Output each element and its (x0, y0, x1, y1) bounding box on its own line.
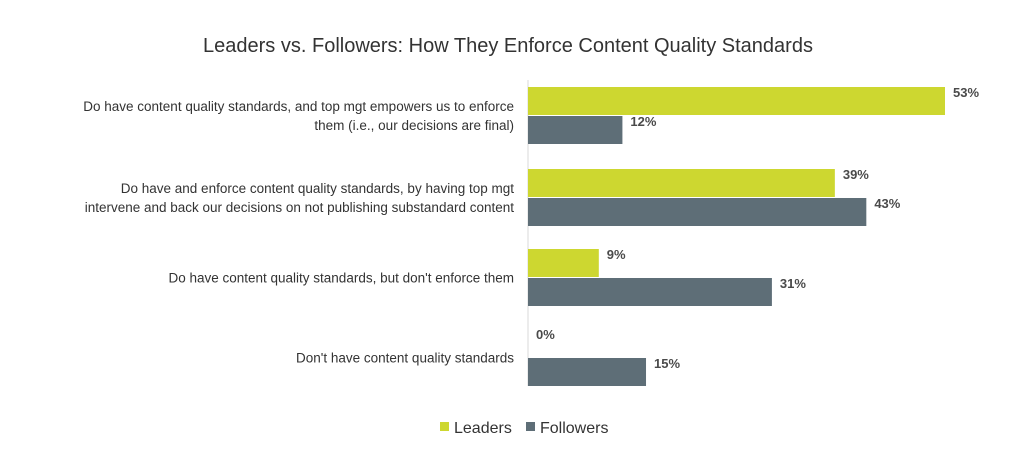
legend-swatch-followers (526, 422, 535, 431)
bar-followers (528, 198, 867, 226)
legend-swatch-leaders (440, 422, 449, 431)
data-label: 12% (630, 114, 656, 129)
bar-leaders (528, 87, 945, 115)
legend-label-leaders: Leaders (454, 420, 512, 437)
category-label: Do have content quality standards, and t… (83, 99, 514, 114)
chart-title: Leaders vs. Followers: How They Enforce … (203, 35, 813, 57)
category-label: intervene and back our decisions on not … (85, 200, 515, 215)
data-label: 53% (953, 85, 979, 100)
data-label: 43% (874, 196, 900, 211)
legend-label-followers: Followers (540, 420, 608, 437)
legend: Leaders Followers (440, 420, 608, 437)
category-label: Do have content quality standards, but d… (168, 271, 514, 286)
data-label: 39% (843, 167, 869, 182)
bar-followers (528, 278, 772, 306)
data-label: 31% (780, 276, 806, 291)
category-label: Don't have content quality standards (296, 351, 514, 366)
bar-leaders (528, 169, 835, 197)
data-label: 9% (607, 247, 626, 262)
category-labels: Do have content quality standards, and t… (83, 99, 514, 366)
category-label: them (i.e., our decisions are final) (314, 118, 514, 133)
category-label: Do have and enforce content quality stan… (121, 181, 514, 196)
bar-leaders (528, 249, 599, 277)
bars (528, 87, 945, 386)
bar-followers (528, 116, 623, 144)
value-labels: 53% 12% 39% 43% 9% 31% 0% 15% (536, 85, 979, 371)
data-label: 15% (654, 356, 680, 371)
data-label: 0% (536, 327, 555, 342)
bar-followers (528, 358, 647, 386)
